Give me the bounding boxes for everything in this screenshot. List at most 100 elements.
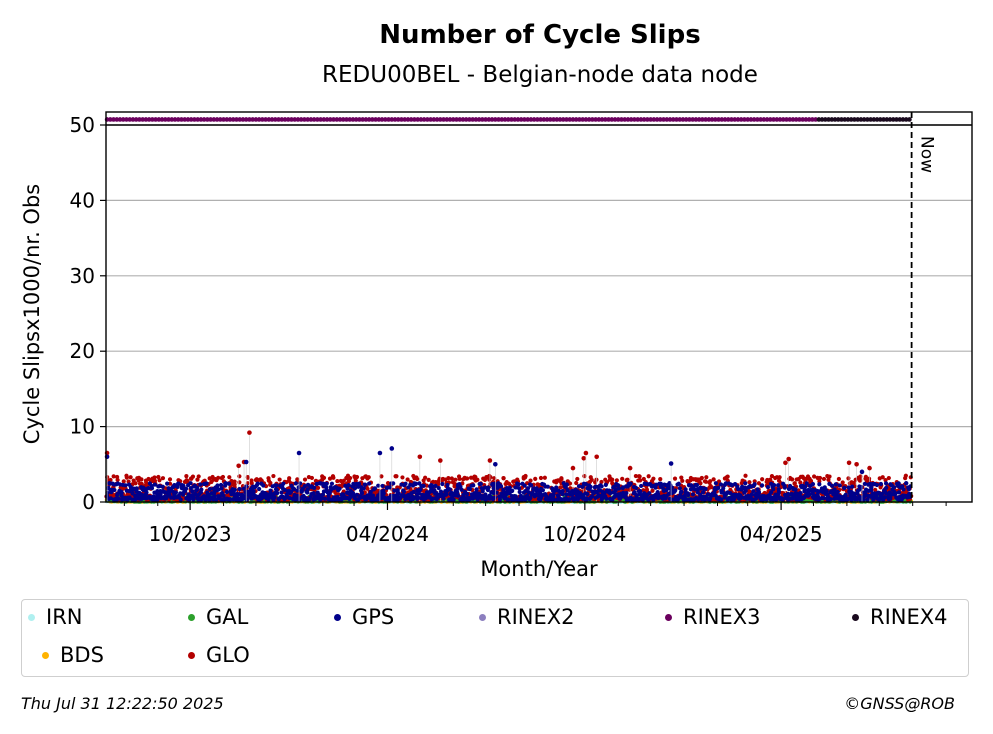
peak-point-glo [581, 455, 587, 461]
data-point-glo [139, 477, 144, 482]
data-point-glo [468, 475, 474, 480]
data-point-gps [224, 489, 229, 495]
data-point-glo [108, 477, 113, 483]
data-point-gps [713, 481, 718, 486]
data-point-gps [486, 485, 491, 490]
data-point-gps [392, 488, 397, 493]
data-point-gps [413, 482, 418, 487]
data-point-glo [679, 475, 684, 480]
data-point-gps [719, 497, 724, 502]
peak-point-glo [417, 454, 423, 460]
data-point-glo [309, 475, 315, 481]
data-point-gps [639, 483, 644, 489]
data-point-glo [400, 475, 405, 480]
data-point-glo [846, 476, 851, 481]
data-point-gps [673, 488, 678, 493]
data-point-gps [219, 486, 224, 491]
data-point-gps [647, 491, 652, 496]
data-point-glo [883, 477, 888, 483]
data-point-gps [432, 488, 437, 493]
data-point-gps [464, 491, 470, 497]
data-point-glo [321, 475, 327, 480]
data-point-glo [195, 477, 200, 482]
data-point-gps [599, 484, 604, 489]
data-point-glo [836, 476, 841, 482]
data-point-gps [305, 487, 310, 492]
data-point-glo [840, 480, 845, 485]
data-point-glo [582, 474, 587, 479]
data-point-gps [181, 483, 186, 488]
data-point-gps [451, 497, 456, 502]
data-point-gps [545, 484, 550, 489]
data-point-gps [624, 491, 629, 496]
data-point-gps [632, 490, 637, 496]
data-point-glo [449, 476, 454, 481]
data-point-glo [426, 477, 431, 482]
data-point-gps [173, 490, 179, 495]
data-point-gps [759, 483, 765, 488]
data-point-glo [792, 481, 797, 486]
data-point-gps [576, 484, 582, 489]
data-point-gps [196, 497, 201, 502]
data-point-gps [560, 489, 565, 494]
data-point-glo [614, 478, 619, 483]
data-point-gps [421, 483, 426, 488]
data-point-glo [423, 475, 428, 480]
data-point-gps [492, 495, 497, 500]
data-point-gps [302, 484, 307, 489]
data-point-gps [207, 486, 212, 492]
data-point-glo [302, 477, 308, 482]
data-point-gps [703, 486, 708, 491]
data-point-gps [603, 482, 608, 488]
data-point-glo [465, 476, 470, 481]
data-point-gps [483, 485, 488, 490]
data-point-gps [455, 487, 460, 492]
data-point-gps [723, 481, 728, 486]
data-point-gps [736, 486, 741, 492]
data-point-gps [411, 489, 416, 495]
data-point-gps [654, 482, 659, 487]
peak-point-glo [438, 458, 443, 463]
data-point-gps [718, 482, 724, 487]
data-point-gps [251, 489, 256, 494]
data-point-gps [226, 481, 232, 486]
data-point-glo [858, 477, 863, 483]
data-point-gps [337, 486, 342, 491]
data-point-gps [588, 495, 593, 500]
data-point-glo [245, 475, 250, 480]
data-point-gps [752, 482, 757, 487]
data-point-glo [185, 478, 190, 484]
data-point-gps [684, 497, 689, 502]
data-point-gps [292, 486, 297, 492]
data-point-glo [453, 477, 458, 482]
data-point-gps [633, 485, 639, 491]
data-point-gps [559, 497, 564, 502]
data-point-gps [223, 481, 228, 486]
data-point-glo [903, 476, 908, 481]
series-gps [104, 446, 913, 502]
data-point-glo [633, 473, 638, 479]
data-point-gps [176, 481, 181, 486]
data-point-gps [581, 494, 586, 499]
data-point-gps [644, 493, 649, 499]
data-point-glo [747, 480, 752, 485]
data-point-gps [376, 483, 381, 488]
data-point-gps [732, 496, 737, 501]
data-point-glo [366, 475, 371, 480]
data-point-gps [298, 481, 303, 486]
data-points [104, 117, 914, 505]
peak-point-glo [854, 462, 859, 467]
data-point-gps [328, 485, 333, 490]
data-point-gps [397, 496, 402, 501]
data-point-glo [415, 476, 420, 482]
data-point-gps [324, 481, 329, 486]
data-point-gps [329, 481, 335, 486]
peak-point-glo [867, 465, 872, 471]
data-point-glo [817, 475, 823, 481]
data-point-gps [326, 493, 331, 498]
data-point-gps [227, 497, 233, 502]
data-point-glo [266, 476, 271, 481]
data-point-gps [522, 483, 527, 488]
data-point-gps [281, 481, 286, 486]
data-point-glo [704, 475, 709, 480]
